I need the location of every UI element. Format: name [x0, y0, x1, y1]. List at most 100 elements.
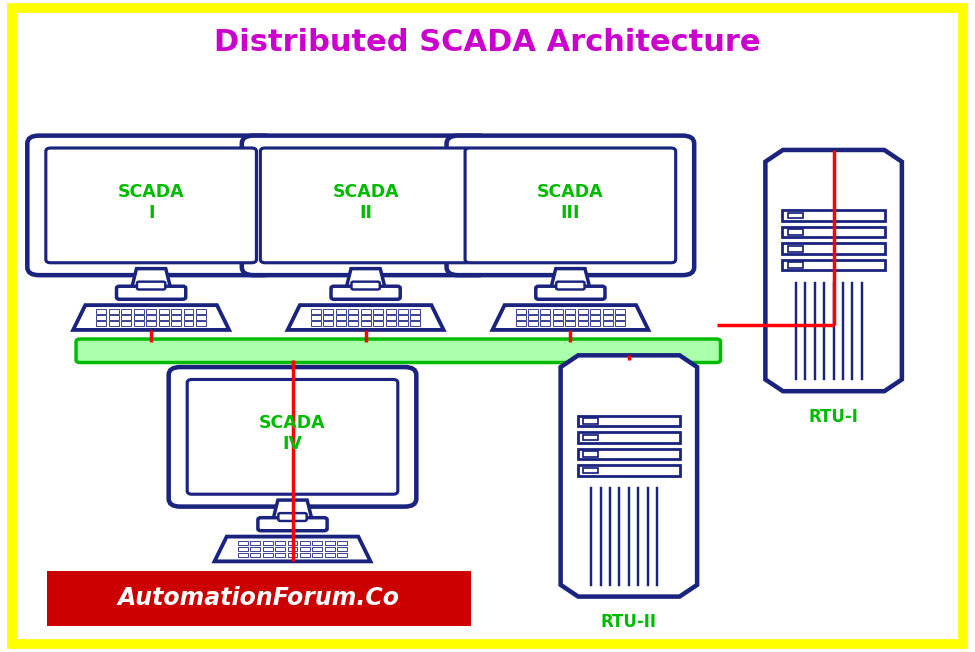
Text: RTU-I: RTU-I	[808, 408, 859, 426]
Bar	[171, 321, 181, 326]
Bar	[578, 316, 588, 319]
FancyBboxPatch shape	[27, 136, 275, 275]
Text: SCADA
III: SCADA III	[537, 183, 604, 222]
FancyBboxPatch shape	[351, 282, 380, 289]
Bar	[782, 210, 885, 220]
Bar	[577, 416, 681, 426]
Bar	[183, 309, 193, 314]
Bar	[788, 246, 803, 252]
Bar	[311, 309, 321, 314]
Bar	[262, 553, 273, 557]
FancyBboxPatch shape	[46, 148, 256, 263]
Polygon shape	[346, 269, 385, 288]
Bar	[528, 321, 538, 326]
FancyBboxPatch shape	[536, 286, 604, 299]
Bar	[97, 309, 106, 314]
Bar	[238, 541, 248, 545]
Bar	[782, 260, 885, 271]
Text: SCADA
II: SCADA II	[332, 183, 399, 222]
Bar	[516, 309, 526, 314]
Bar	[385, 321, 396, 326]
FancyBboxPatch shape	[76, 339, 721, 363]
Bar	[385, 316, 396, 319]
Bar	[275, 547, 285, 551]
Polygon shape	[492, 305, 648, 330]
Bar	[311, 321, 321, 326]
FancyBboxPatch shape	[465, 148, 676, 263]
Bar	[324, 309, 333, 314]
Bar	[288, 553, 297, 557]
Bar	[373, 309, 383, 314]
Bar	[300, 547, 310, 551]
Polygon shape	[561, 355, 697, 597]
Bar	[288, 541, 297, 545]
FancyBboxPatch shape	[556, 282, 585, 289]
Bar	[583, 418, 599, 424]
Bar	[566, 309, 575, 314]
Bar	[335, 321, 346, 326]
Bar	[324, 321, 333, 326]
FancyBboxPatch shape	[242, 136, 489, 275]
Bar	[361, 309, 370, 314]
Bar	[171, 316, 181, 319]
Bar	[251, 541, 260, 545]
Bar	[47, 570, 471, 626]
Bar	[134, 309, 143, 314]
Bar	[196, 316, 206, 319]
Bar	[238, 553, 248, 557]
FancyBboxPatch shape	[332, 286, 401, 299]
Bar	[109, 316, 119, 319]
Bar	[348, 316, 358, 319]
Bar	[583, 467, 599, 473]
Text: RTU-II: RTU-II	[601, 613, 657, 631]
Bar	[410, 321, 420, 326]
Bar	[788, 213, 803, 218]
Bar	[300, 553, 310, 557]
Bar	[577, 432, 681, 443]
Bar	[325, 553, 334, 557]
Bar	[121, 321, 132, 326]
Bar	[288, 547, 297, 551]
Bar	[121, 309, 132, 314]
Bar	[398, 309, 408, 314]
Bar	[566, 316, 575, 319]
Bar	[540, 321, 551, 326]
Polygon shape	[551, 269, 590, 288]
Bar	[553, 316, 563, 319]
Text: SCADA
I: SCADA I	[118, 183, 184, 222]
Bar	[348, 321, 358, 326]
Bar	[312, 553, 323, 557]
Bar	[528, 316, 538, 319]
FancyBboxPatch shape	[447, 136, 694, 275]
Bar	[540, 316, 551, 319]
Bar	[146, 309, 156, 314]
Bar	[577, 449, 681, 459]
Bar	[121, 316, 132, 319]
FancyBboxPatch shape	[169, 367, 416, 507]
Bar	[348, 309, 358, 314]
Bar	[615, 309, 625, 314]
Bar	[335, 316, 346, 319]
Bar	[134, 316, 143, 319]
Bar	[109, 321, 119, 326]
FancyBboxPatch shape	[279, 513, 306, 521]
Bar	[97, 321, 106, 326]
Bar	[615, 316, 625, 319]
Polygon shape	[73, 305, 229, 330]
Bar	[590, 316, 601, 319]
Bar	[337, 553, 347, 557]
Bar	[109, 309, 119, 314]
Bar	[603, 321, 612, 326]
Bar	[788, 262, 803, 268]
Text: SCADA
IV: SCADA IV	[259, 414, 326, 453]
Bar	[183, 321, 193, 326]
Bar	[262, 547, 273, 551]
FancyBboxPatch shape	[136, 282, 165, 289]
Bar	[275, 553, 285, 557]
Polygon shape	[288, 305, 444, 330]
Bar	[385, 309, 396, 314]
Bar	[615, 321, 625, 326]
Bar	[373, 316, 383, 319]
Bar	[782, 227, 885, 237]
Bar	[146, 321, 156, 326]
